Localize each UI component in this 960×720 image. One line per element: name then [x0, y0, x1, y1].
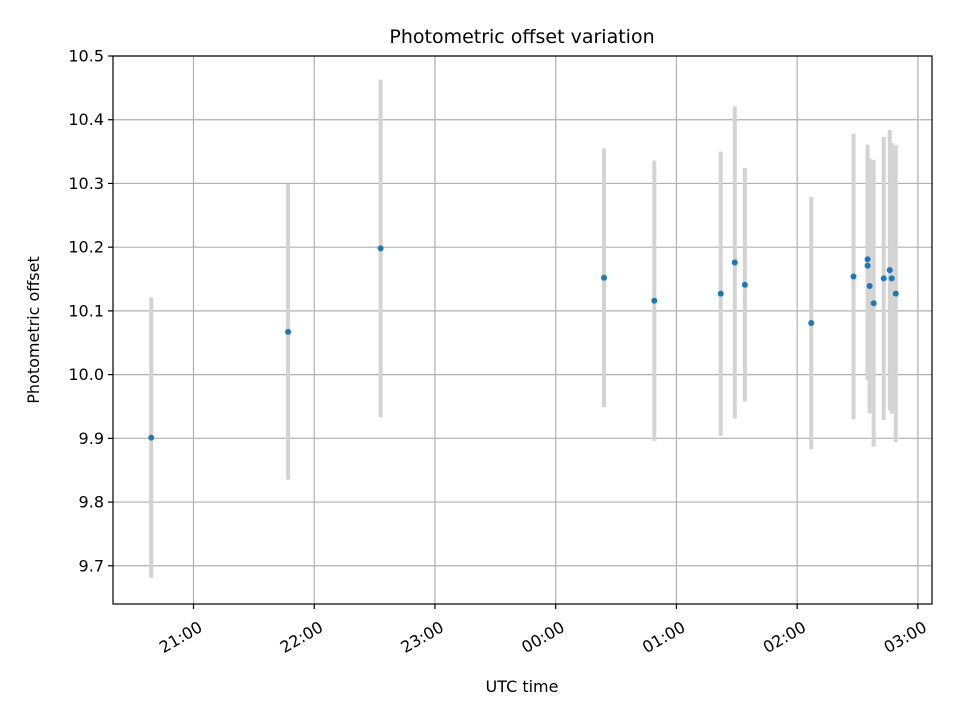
x-tick-label: 23:00 — [398, 617, 447, 657]
x-tick-label: 01:00 — [639, 617, 688, 657]
data-point — [600, 274, 607, 281]
data-point — [717, 290, 724, 297]
chart-title: Photometric offset variation — [389, 26, 654, 48]
y-tick-label: 10.0 — [68, 365, 104, 384]
data-points — [148, 245, 899, 441]
x-tick-label: 00:00 — [518, 617, 567, 657]
data-point — [866, 283, 873, 290]
data-point — [651, 297, 658, 304]
y-tick-label: 10.2 — [68, 238, 104, 257]
x-tick-label: 02:00 — [760, 617, 809, 657]
data-point — [870, 300, 877, 307]
data-point — [377, 245, 384, 252]
y-tick-label: 10.5 — [68, 47, 104, 66]
data-point — [731, 259, 738, 266]
x-axis-label: UTC time — [486, 677, 559, 696]
data-point — [741, 281, 748, 288]
y-tick-label: 9.9 — [79, 429, 104, 448]
data-point — [148, 434, 155, 441]
data-point — [886, 267, 893, 274]
error-bars — [149, 79, 898, 578]
y-tick-label: 10.1 — [68, 301, 104, 320]
data-point — [808, 319, 815, 326]
y-tick-label: 10.3 — [68, 174, 104, 193]
x-tick-label: 22:00 — [277, 617, 326, 657]
data-point — [850, 273, 857, 280]
data-point — [285, 328, 292, 335]
plot-frame — [112, 55, 933, 605]
x-tick-label: 03:00 — [880, 617, 929, 657]
data-point — [864, 256, 871, 263]
data-point — [892, 290, 899, 297]
data-point — [864, 262, 871, 269]
y-tick-label: 9.7 — [79, 556, 104, 575]
x-axis: 21:00 22:00 23:00 00:00 01:00 02:00 03:00 — [156, 604, 930, 657]
x-tick-label: 21:00 — [156, 617, 205, 657]
data-point — [888, 275, 895, 282]
data-point — [880, 275, 887, 282]
grid — [113, 55, 932, 604]
y-tick-label: 10.4 — [68, 110, 104, 129]
y-axis-label: Photometric offset — [24, 256, 43, 404]
y-tick-label: 9.8 — [79, 493, 104, 512]
y-axis: 9.7 9.8 9.9 10.0 10.1 10.2 10.3 10.4 10.5 — [68, 47, 113, 575]
